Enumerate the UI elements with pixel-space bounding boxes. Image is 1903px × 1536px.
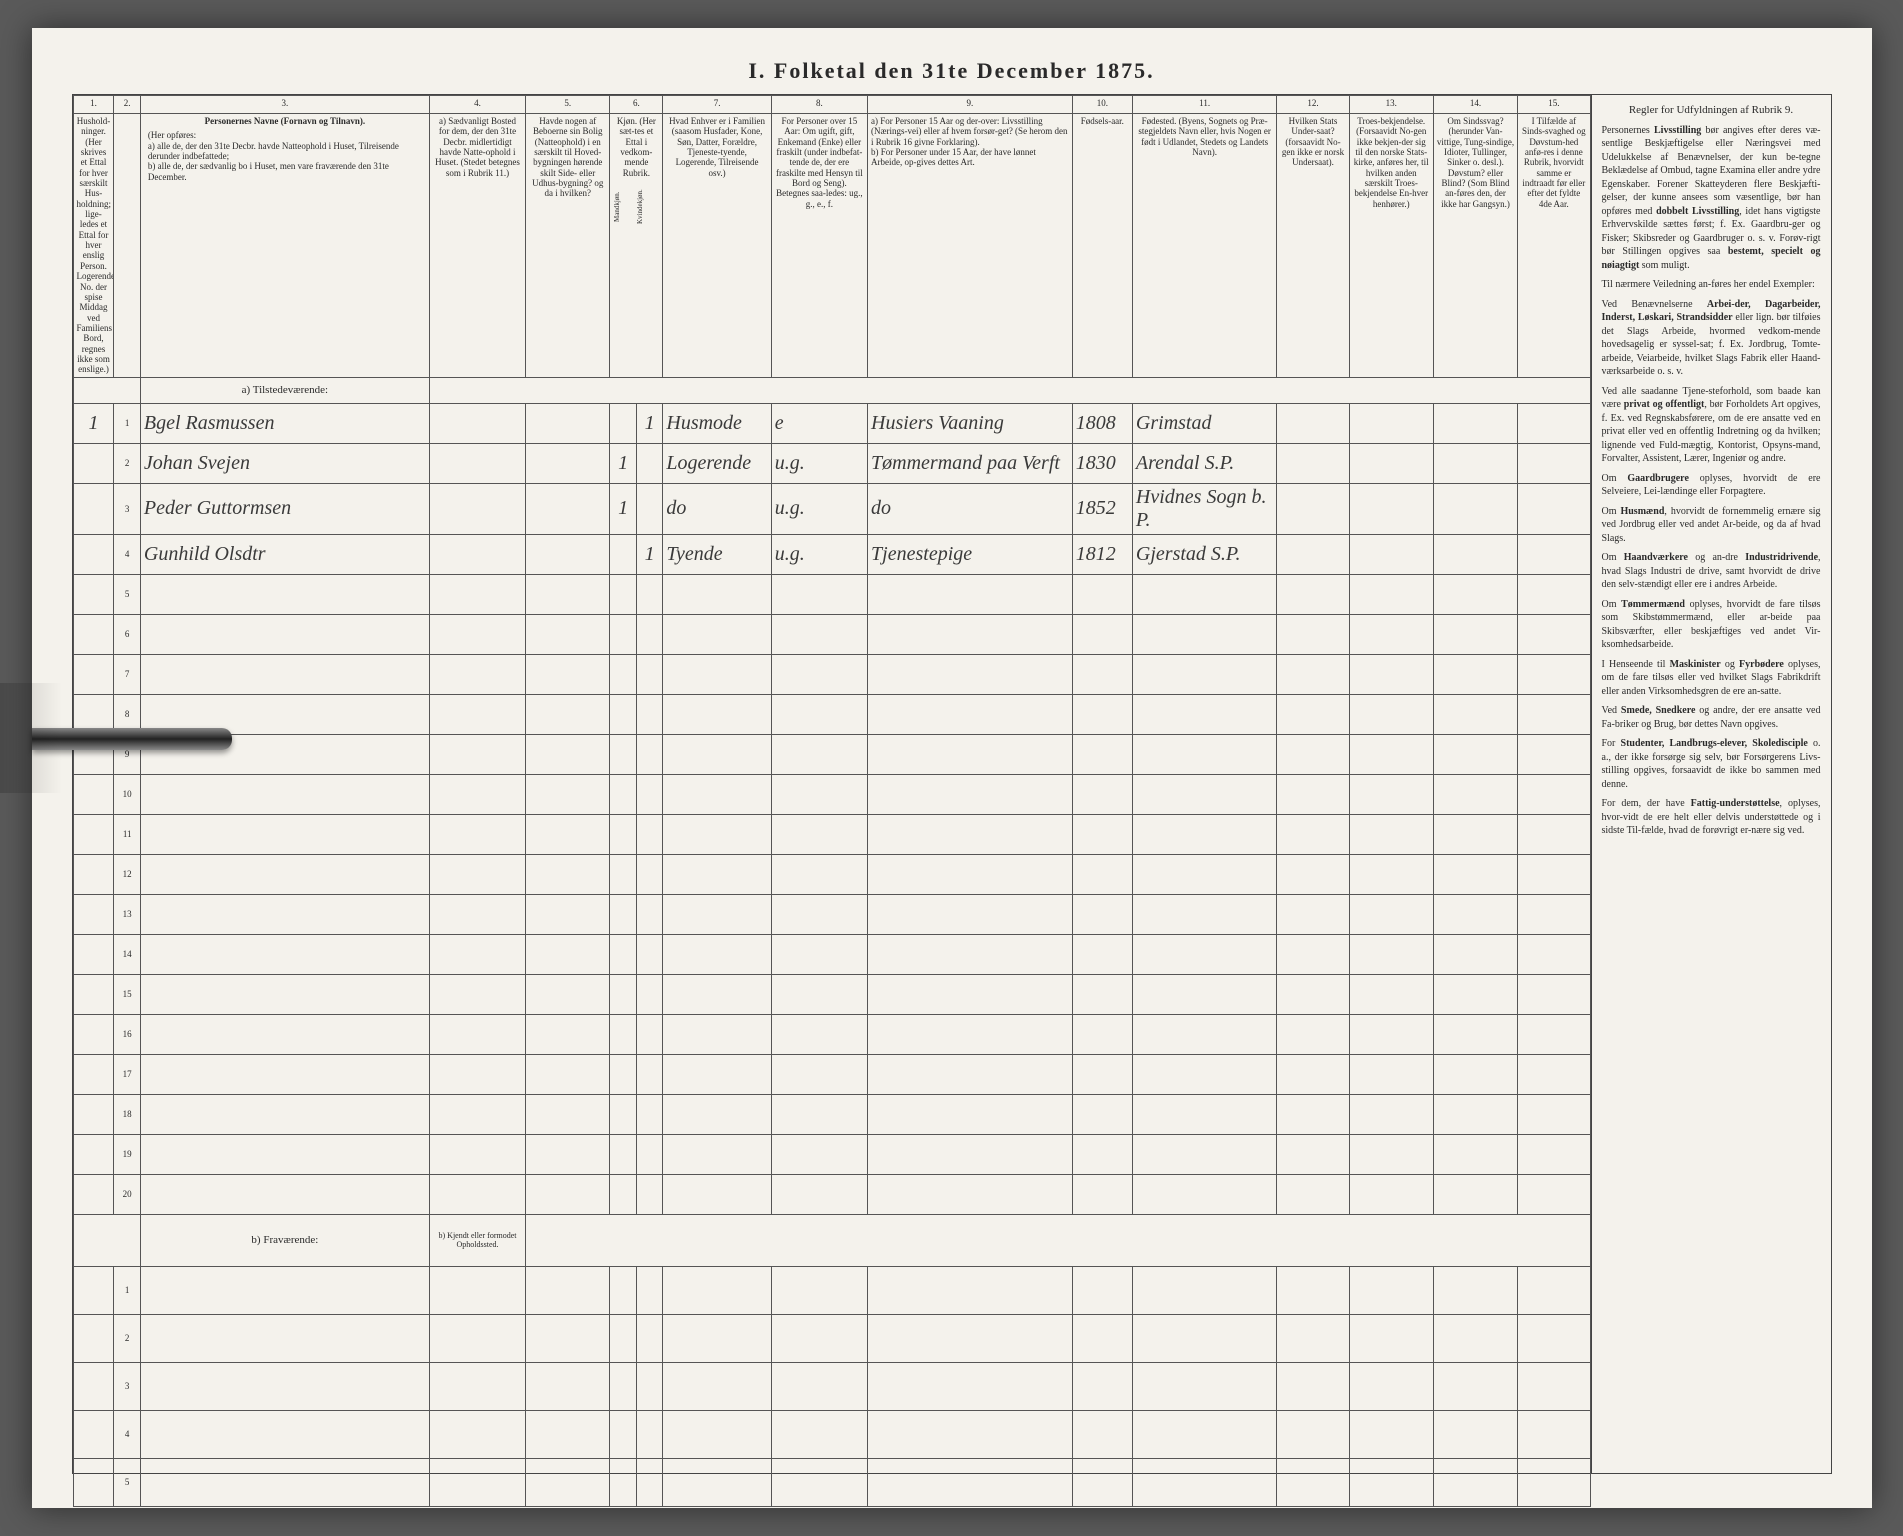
section-b-row: b) Fraværende: b) Kjendt eller formodet … bbox=[73, 1214, 1590, 1266]
colhead-5: Havde nogen af Beboerne sin Bolig (Natte… bbox=[526, 114, 610, 378]
instructions-panel: Regler for Udfyldningen af Rubrik 9. Per… bbox=[1592, 94, 1832, 1474]
colhead-2 bbox=[114, 114, 140, 378]
colnum-9: 9. bbox=[868, 96, 1073, 114]
colhead-6: Kjøn. (Her sæt-tes et Ettal i vedkom-men… bbox=[610, 114, 663, 378]
table-row: 19 bbox=[73, 1134, 1590, 1174]
colhead-6-main: Kjøn. (Her sæt-tes et Ettal i vedkom-men… bbox=[617, 116, 656, 178]
instructions-paragraph: For dem, der have Fattig-understøttelse,… bbox=[1602, 797, 1821, 838]
colhead-13: Troes-bekjendelse. (Forsaavidt No-gen ik… bbox=[1349, 114, 1433, 378]
colhead-1: Hushold-ninger. (Her skrives et Ettal fo… bbox=[73, 114, 114, 378]
colnum-13: 13. bbox=[1349, 96, 1433, 114]
instructions-paragraph: Til nærmere Veiledning an-føres her ende… bbox=[1602, 278, 1821, 292]
section-b-label: b) Fraværende: bbox=[140, 1214, 429, 1266]
instructions-paragraph: Ved Benævnelserne Arbei-der, Dagarbeider… bbox=[1602, 298, 1821, 379]
instructions-paragraph: For Studenter, Landbrugs-elever, Skoledi… bbox=[1602, 737, 1821, 791]
table-row: 6 bbox=[73, 614, 1590, 654]
colnum-11: 11. bbox=[1132, 96, 1276, 114]
table-row: 5 bbox=[73, 1458, 1590, 1506]
column-number-row: 1. 2. 3. 4. 5. 6. 7. 8. 9. 10. 11. 12. 1… bbox=[73, 96, 1590, 114]
table-row: 4 bbox=[73, 1410, 1590, 1458]
page-title: I. Folketal den 31te December 1875. bbox=[72, 58, 1832, 84]
colhead-3-sub: (Her opføres: a) alle de, der den 31te D… bbox=[144, 126, 426, 186]
instructions-body: Personernes Livsstilling bør angives eft… bbox=[1602, 124, 1821, 838]
table-row: 3Peder Guttormsen1dou.g.do1852Hvidnes So… bbox=[73, 483, 1590, 534]
table-row: 9 bbox=[73, 734, 1590, 774]
colnum-5: 5. bbox=[526, 96, 610, 114]
table-row: 5 bbox=[73, 574, 1590, 614]
instructions-paragraph: I Henseende til Maskinister og Fyrbødere… bbox=[1602, 658, 1821, 699]
colhead-3-title: Personernes Navne (Fornavn og Tilnavn). bbox=[205, 116, 365, 126]
colhead-6b: Kvindekjøn. bbox=[636, 182, 659, 232]
column-header-row: Hushold-ninger. (Her skrives et Ettal fo… bbox=[73, 114, 1590, 378]
instructions-paragraph: Ved alle saadanne Tjene-steforhold, som … bbox=[1602, 385, 1821, 466]
table-row: 1 bbox=[73, 1266, 1590, 1314]
table-row: 11Bgel Rasmussen1HusmodeeHusiers Vaaning… bbox=[73, 403, 1590, 443]
table-row: 7 bbox=[73, 654, 1590, 694]
colnum-6: 6. bbox=[610, 96, 663, 114]
census-table: 1. 2. 3. 4. 5. 6. 7. 8. 9. 10. 11. 12. 1… bbox=[73, 95, 1591, 1507]
colnum-3: 3. bbox=[140, 96, 429, 114]
table-row: 11 bbox=[73, 814, 1590, 854]
table-row: 20 bbox=[73, 1174, 1590, 1214]
census-page: I. Folketal den 31te December 1875. 1. 2… bbox=[32, 28, 1872, 1508]
colhead-11: Fødested. (Byens, Sognets og Præ-stegjel… bbox=[1132, 114, 1276, 378]
table-row: 18 bbox=[73, 1094, 1590, 1134]
colnum-7: 7. bbox=[663, 96, 771, 114]
colhead-12: Hvilken Stats Under-saat? (forsaavidt No… bbox=[1277, 114, 1349, 378]
table-row: 17 bbox=[73, 1054, 1590, 1094]
instructions-paragraph: Om Husmænd, hvorvidt de fornemmelig ernæ… bbox=[1602, 505, 1821, 546]
colhead-3: Personernes Navne (Fornavn og Tilnavn). … bbox=[140, 114, 429, 378]
colhead-6a: Mandkjøn. bbox=[613, 182, 636, 232]
instructions-heading: Regler for Udfyldningen af Rubrik 9. bbox=[1602, 103, 1821, 118]
colnum-8: 8. bbox=[771, 96, 867, 114]
binder-clip bbox=[32, 728, 232, 750]
colhead-10: Fødsels-aar. bbox=[1072, 114, 1132, 378]
section-a-row: a) Tilstedeværende: bbox=[73, 377, 1590, 403]
colnum-4: 4. bbox=[429, 96, 525, 114]
table-row: 4Gunhild Olsdtr1Tyendeu.g.Tjenestepige18… bbox=[73, 534, 1590, 574]
section-a-label: a) Tilstedeværende: bbox=[140, 377, 429, 403]
section-b-col4: b) Kjendt eller formodet Opholdssted. bbox=[429, 1214, 525, 1266]
table-row: 10 bbox=[73, 774, 1590, 814]
table-row: 15 bbox=[73, 974, 1590, 1014]
main-area: 1. 2. 3. 4. 5. 6. 7. 8. 9. 10. 11. 12. 1… bbox=[72, 94, 1832, 1474]
colhead-15: I Tilfælde af Sinds-svaghed og Døvstum-h… bbox=[1518, 114, 1590, 378]
colnum-12: 12. bbox=[1277, 96, 1349, 114]
table-container: 1. 2. 3. 4. 5. 6. 7. 8. 9. 10. 11. 12. 1… bbox=[72, 94, 1592, 1474]
table-row: 13 bbox=[73, 894, 1590, 934]
instructions-paragraph: Personernes Livsstilling bør angives eft… bbox=[1602, 124, 1821, 273]
colhead-8: For Personer over 15 Aar: Om ugift, gift… bbox=[771, 114, 867, 378]
colnum-1: 1. bbox=[73, 96, 114, 114]
instructions-paragraph: Om Tømmermænd oplyses, hvorvidt de fare … bbox=[1602, 598, 1821, 652]
table-row: 3 bbox=[73, 1362, 1590, 1410]
table-row: 14 bbox=[73, 934, 1590, 974]
table-row: 16 bbox=[73, 1014, 1590, 1054]
colnum-2: 2. bbox=[114, 96, 140, 114]
instructions-paragraph: Ved Smede, Snedkere og andre, der ere an… bbox=[1602, 704, 1821, 731]
table-row: 8 bbox=[73, 694, 1590, 734]
colnum-14: 14. bbox=[1433, 96, 1517, 114]
table-row: 2 bbox=[73, 1314, 1590, 1362]
table-row: 12 bbox=[73, 854, 1590, 894]
colhead-9: a) For Personer 15 Aar og der-over: Livs… bbox=[868, 114, 1073, 378]
table-row: 2Johan Svejen1Logerendeu.g.Tømmermand pa… bbox=[73, 443, 1590, 483]
colhead-14: Om Sindssvag? (herunder Van-vittige, Tun… bbox=[1433, 114, 1517, 378]
instructions-paragraph: Om Gaardbrugere oplyses, hvorvidt de ere… bbox=[1602, 472, 1821, 499]
colhead-4: a) Sædvanligt Bosted for dem, der den 31… bbox=[429, 114, 525, 378]
colhead-7: Hvad Enhver er i Familien (saasom Husfad… bbox=[663, 114, 771, 378]
instructions-paragraph: Om Haandværkere og an-dre Industridriven… bbox=[1602, 551, 1821, 592]
colnum-10: 10. bbox=[1072, 96, 1132, 114]
colnum-15: 15. bbox=[1518, 96, 1590, 114]
